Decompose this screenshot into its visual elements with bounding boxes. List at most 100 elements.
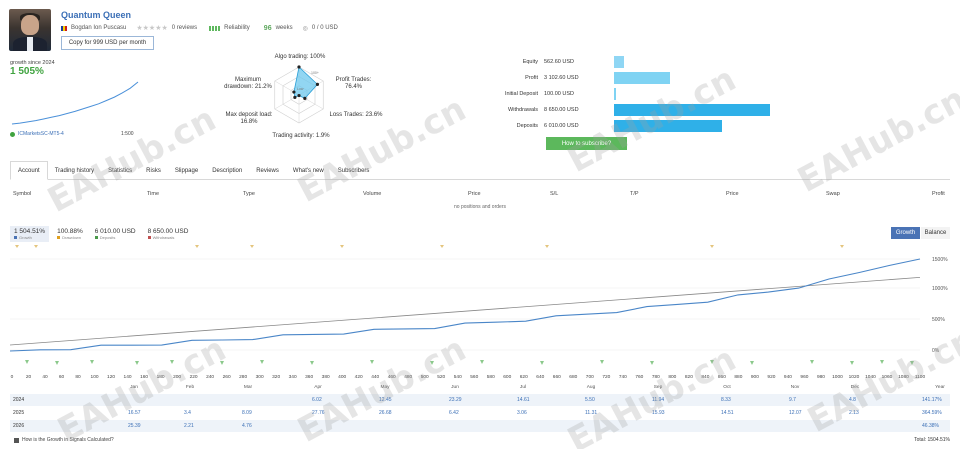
- month-cell: 11.94: [652, 397, 665, 403]
- help-icon: [14, 437, 19, 443]
- month-cell: 5.50: [585, 397, 595, 403]
- x-tick-label: 280: [239, 374, 247, 380]
- radar-point: [297, 65, 301, 69]
- tab-statistics[interactable]: Statistics: [108, 167, 133, 174]
- x-tick-label: 620: [520, 374, 528, 380]
- no-positions-text: no positions and orders: [454, 204, 506, 210]
- tab-reviews[interactable]: Reviews: [256, 167, 279, 174]
- x-tick-label: 780: [652, 374, 660, 380]
- copy-button[interactable]: Copy for 999 USD per month: [61, 36, 154, 50]
- column-header[interactable]: Volume: [363, 191, 382, 197]
- summary-label: Drawdown: [57, 235, 83, 240]
- column-header[interactable]: Price: [468, 191, 481, 197]
- month-cell: 27.76: [312, 410, 325, 416]
- column-header[interactable]: Time: [147, 191, 160, 197]
- month-cell: 26.68: [379, 410, 392, 416]
- check-icon: [10, 131, 15, 137]
- broker-row[interactable]: ICMarketsSC-MT5-4: [10, 131, 64, 137]
- x-tick-label: 240: [206, 374, 214, 380]
- month-cell: 8.33: [721, 397, 731, 403]
- y-tick-label: 500%: [932, 317, 945, 323]
- stat-value: 562.60 USD: [544, 59, 574, 65]
- trade-marker-icon: [480, 360, 484, 364]
- x-tick-label: 160: [140, 374, 148, 380]
- stat-value: 8 650.00 USD: [544, 107, 579, 113]
- trade-marker-icon: [750, 361, 754, 365]
- stat-row: Withdrawals 8 650.00 USD: [460, 104, 770, 116]
- growth-toggle-button[interactable]: Growth: [891, 227, 920, 239]
- author-row: Bogdan Ion Puscasu ★★★★★ 0 reviews Relia…: [61, 24, 338, 32]
- x-tick-label: 440: [371, 374, 379, 380]
- reviews-count[interactable]: 0 reviews: [171, 25, 198, 31]
- balance-toggle-button[interactable]: Balance: [921, 227, 950, 239]
- x-tick-label: 840: [701, 374, 709, 380]
- month-cell: 16.57: [128, 410, 141, 416]
- month-cell: 15.93: [652, 410, 665, 416]
- stat-label: Withdrawals: [508, 107, 538, 113]
- summary-item[interactable]: 8 650.00 USD Withdrawals: [144, 226, 193, 242]
- subscribe-button[interactable]: How to subscribe?: [546, 137, 627, 150]
- trade-marker-icon: [370, 360, 374, 364]
- year-label: 2026: [13, 423, 25, 429]
- tab-slippage[interactable]: Slippage: [174, 167, 199, 174]
- month-cell: 8.09: [242, 410, 252, 416]
- growth-help-link[interactable]: How is the Growth in Signals Calculated?: [14, 437, 114, 443]
- deposit-marker-icon: [250, 245, 254, 248]
- trade-marker-icon: [170, 360, 174, 364]
- tab-trading-history[interactable]: Trading history: [54, 167, 95, 174]
- trade-marker-icon: [135, 361, 139, 365]
- x-tick-label: 1000: [832, 374, 843, 380]
- broker-name[interactable]: ICMarketsSC-MT5-4: [18, 131, 64, 137]
- trade-marker-icon: [710, 360, 714, 364]
- growth-line: [10, 258, 921, 352]
- trade-marker-icon: [540, 361, 544, 365]
- legend-dot-icon: [14, 236, 17, 239]
- column-header[interactable]: Swap: [826, 191, 840, 197]
- x-tick-label: 760: [635, 374, 643, 380]
- author-avatar[interactable]: [9, 9, 51, 51]
- radar-label-profit-trades: Profit Trades: 76.4%: [326, 77, 381, 91]
- y-tick-label: 1000%: [932, 286, 948, 292]
- summary-item[interactable]: 100.88% Drawdown: [53, 226, 87, 242]
- x-tick-label: 700: [586, 374, 594, 380]
- column-header[interactable]: S/L: [550, 191, 559, 197]
- trade-marker-icon: [850, 361, 854, 365]
- deposit-marker-icon: [34, 245, 38, 248]
- column-header[interactable]: Type: [243, 191, 255, 197]
- month-cell: 4.76: [242, 423, 252, 429]
- summary-value: 100.88%: [57, 228, 83, 235]
- column-header[interactable]: Price: [726, 191, 739, 197]
- month-cell: 3.06: [517, 410, 527, 416]
- summary-item[interactable]: 6 010.00 USD Deposits: [91, 226, 140, 242]
- column-header[interactable]: T/P: [630, 191, 639, 197]
- x-tick-label: 560: [470, 374, 478, 380]
- growth-help-text[interactable]: How is the Growth in Signals Calculated?: [22, 437, 114, 443]
- x-tick-label: 680: [569, 374, 577, 380]
- x-tick-label: 140: [124, 374, 132, 380]
- x-tick-label: 120: [107, 374, 115, 380]
- x-tick-label: 480: [404, 374, 412, 380]
- x-tick-label: 1020: [849, 374, 860, 380]
- trade-marker-icon: [430, 361, 434, 365]
- x-tick-label: 740: [619, 374, 627, 380]
- tab-description[interactable]: Description: [212, 167, 243, 174]
- tab-what-s-new[interactable]: What's new: [292, 167, 324, 174]
- stat-row: Equity 562.60 USD: [460, 56, 625, 68]
- tab-risks[interactable]: Risks: [146, 167, 161, 174]
- author-name[interactable]: Bogdan Ion Puscasu: [71, 25, 127, 31]
- column-header[interactable]: Symbol: [13, 191, 32, 197]
- radar-chart: 100+ Low: [274, 65, 324, 124]
- summary-item[interactable]: 1 504.51% Growth: [10, 226, 50, 242]
- tab-bar: Account Trading history Statistics Risks Sli…: [10, 161, 950, 180]
- column-header[interactable]: Profit: [932, 191, 945, 197]
- stat-label: Initial Deposit: [504, 91, 538, 97]
- stat-label: Profit: [525, 75, 538, 81]
- tab-subscribers[interactable]: Subscribers: [337, 167, 370, 174]
- leverage-value: 1:500: [121, 131, 134, 137]
- stat-row: Initial Deposit 100.00 USD: [460, 88, 616, 100]
- x-tick-label: 660: [553, 374, 561, 380]
- deposit-marker-icon: [545, 245, 549, 248]
- signal-title[interactable]: Quantum Queen: [61, 10, 132, 20]
- x-tick-label: 260: [223, 374, 231, 380]
- tab-account[interactable]: Account: [10, 161, 48, 180]
